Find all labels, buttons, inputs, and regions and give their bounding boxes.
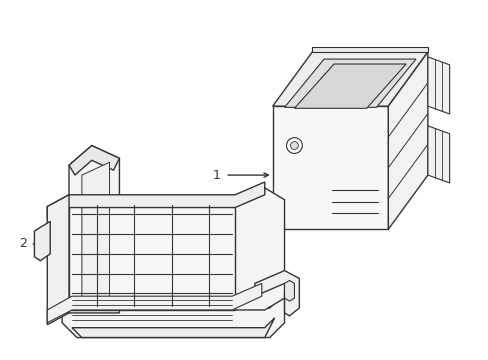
- Polygon shape: [427, 126, 449, 183]
- Polygon shape: [47, 195, 69, 325]
- Polygon shape: [47, 283, 261, 323]
- Polygon shape: [69, 145, 119, 175]
- Polygon shape: [284, 280, 294, 301]
- Circle shape: [286, 138, 302, 153]
- Polygon shape: [311, 47, 427, 52]
- Polygon shape: [387, 52, 427, 229]
- Polygon shape: [427, 57, 449, 114]
- Polygon shape: [72, 318, 274, 338]
- Polygon shape: [272, 52, 427, 106]
- Polygon shape: [69, 200, 235, 310]
- Polygon shape: [69, 145, 119, 313]
- Polygon shape: [62, 293, 284, 338]
- Polygon shape: [254, 271, 299, 316]
- Polygon shape: [47, 182, 264, 219]
- Polygon shape: [284, 59, 415, 107]
- Polygon shape: [235, 188, 284, 310]
- Circle shape: [290, 141, 298, 149]
- Polygon shape: [294, 64, 406, 108]
- Text: 2: 2: [19, 238, 26, 251]
- Polygon shape: [81, 162, 109, 303]
- Text: 1: 1: [212, 168, 220, 181]
- Polygon shape: [34, 221, 50, 261]
- Polygon shape: [272, 106, 387, 229]
